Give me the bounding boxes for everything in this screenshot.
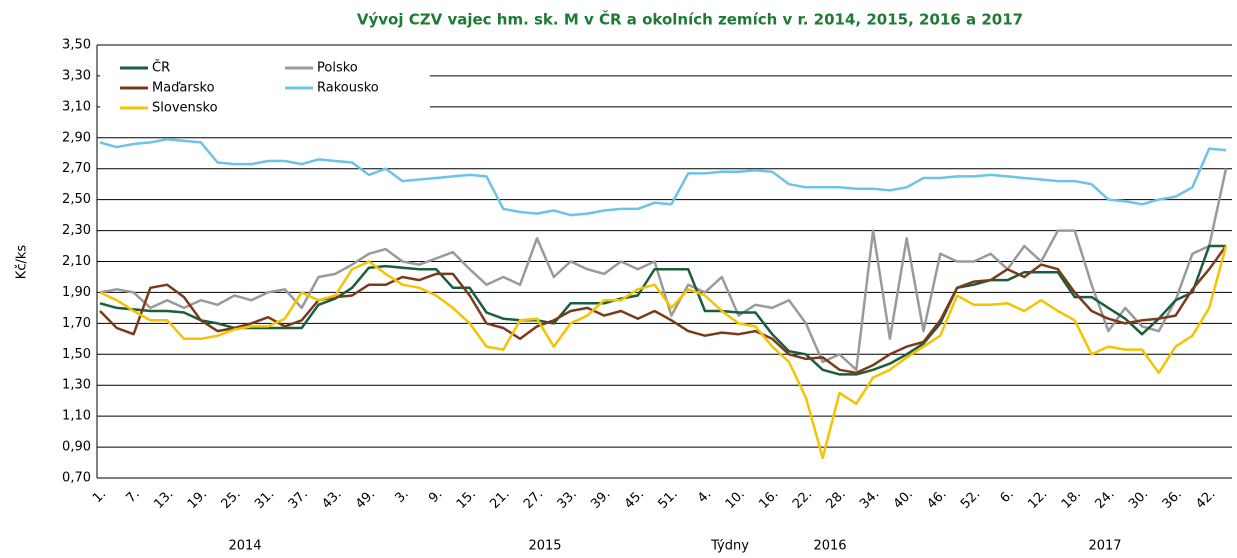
- x-tick-label: 25.: [219, 487, 244, 512]
- series-line: [99, 138, 1227, 217]
- legend-label: Polsko: [317, 61, 358, 76]
- year-label: 2015: [528, 539, 561, 554]
- year-label: 2017: [1088, 539, 1121, 554]
- x-tick-label: 40.: [891, 487, 916, 512]
- x-tick-label: 33.: [555, 487, 580, 512]
- x-tick-label: 12.: [1025, 487, 1050, 512]
- x-tick-label: 15.: [454, 487, 479, 512]
- x-tick-label: 4.: [695, 487, 714, 506]
- x-tick-label: 43.: [319, 487, 344, 512]
- y-tick-label: 2,70: [62, 161, 91, 176]
- y-tick-label: 0,70: [62, 471, 91, 486]
- y-axis-label: Kč/ks: [15, 245, 30, 280]
- x-tick-label: 46.: [924, 487, 949, 512]
- y-tick-label: 3,30: [62, 68, 91, 83]
- x-tick-label: 31.: [252, 487, 277, 512]
- y-tick-label: 1,30: [62, 378, 91, 393]
- series-line: [99, 245, 1228, 460]
- x-tick-label: 9.: [426, 487, 445, 506]
- x-tick-label: 1.: [90, 487, 109, 506]
- y-tick-label: 1,10: [62, 409, 91, 424]
- y-tick-label: 2,30: [62, 223, 91, 238]
- chart-title: Vývoj CZV vajec hm. sk. M v ČR a okolníc…: [357, 10, 1023, 29]
- y-tick-label: 2,50: [62, 192, 91, 207]
- legend-box: [100, 53, 430, 121]
- y-tick-label: 3,50: [62, 38, 91, 53]
- x-tick-label: 37.: [286, 487, 311, 512]
- y-tick-label: 0,90: [62, 440, 91, 455]
- x-tick-label: 36.: [1160, 487, 1185, 512]
- x-tick-label: 27.: [521, 487, 546, 512]
- series-line: [99, 168, 1228, 372]
- x-tick-label: 52.: [958, 487, 983, 512]
- x-tick-label: 10.: [723, 487, 748, 512]
- legend-label: Maďarsko: [152, 81, 215, 96]
- x-tick-label: 16.: [756, 487, 781, 512]
- legend-label: ČR: [152, 60, 170, 76]
- x-tick-label: 28.: [824, 487, 849, 512]
- x-tick-label: 6.: [997, 487, 1016, 506]
- x-tick-label: 34.: [857, 487, 882, 512]
- series-line: [99, 244, 1226, 376]
- y-tick-label: 3,10: [62, 99, 91, 114]
- y-tick-label: 1,70: [62, 316, 91, 331]
- year-label: 2016: [813, 539, 846, 554]
- x-tick-label: 13.: [151, 487, 176, 512]
- x-tick-label: 18.: [1059, 487, 1084, 512]
- x-tick-label: 39.: [588, 487, 613, 512]
- series-line: [99, 245, 1228, 375]
- x-tick-label: 19.: [185, 487, 210, 512]
- x-tick-label: 22.: [790, 487, 815, 512]
- y-tick-label: 1,90: [62, 285, 91, 300]
- y-tick-label: 2,90: [62, 130, 91, 145]
- legend-label: Slovensko: [152, 101, 218, 116]
- y-tick-label: 2,10: [62, 254, 91, 269]
- legend-label: Rakousko: [317, 81, 379, 96]
- x-tick-label: 30.: [1126, 487, 1151, 512]
- x-tick-label: 49.: [353, 487, 378, 512]
- x-tick-label: 42.: [1193, 487, 1218, 512]
- x-tick-label: 45.: [622, 487, 647, 512]
- x-tick-label: 51.: [655, 487, 680, 512]
- x-tick-label: 7.: [124, 487, 143, 506]
- x-axis-label: Týdny: [710, 539, 749, 554]
- x-tick-label: 3.: [392, 487, 411, 506]
- x-tick-label: 21.: [487, 487, 512, 512]
- x-tick-label: 24.: [1092, 487, 1117, 512]
- year-label: 2014: [228, 539, 261, 554]
- y-tick-label: 1,50: [62, 347, 91, 362]
